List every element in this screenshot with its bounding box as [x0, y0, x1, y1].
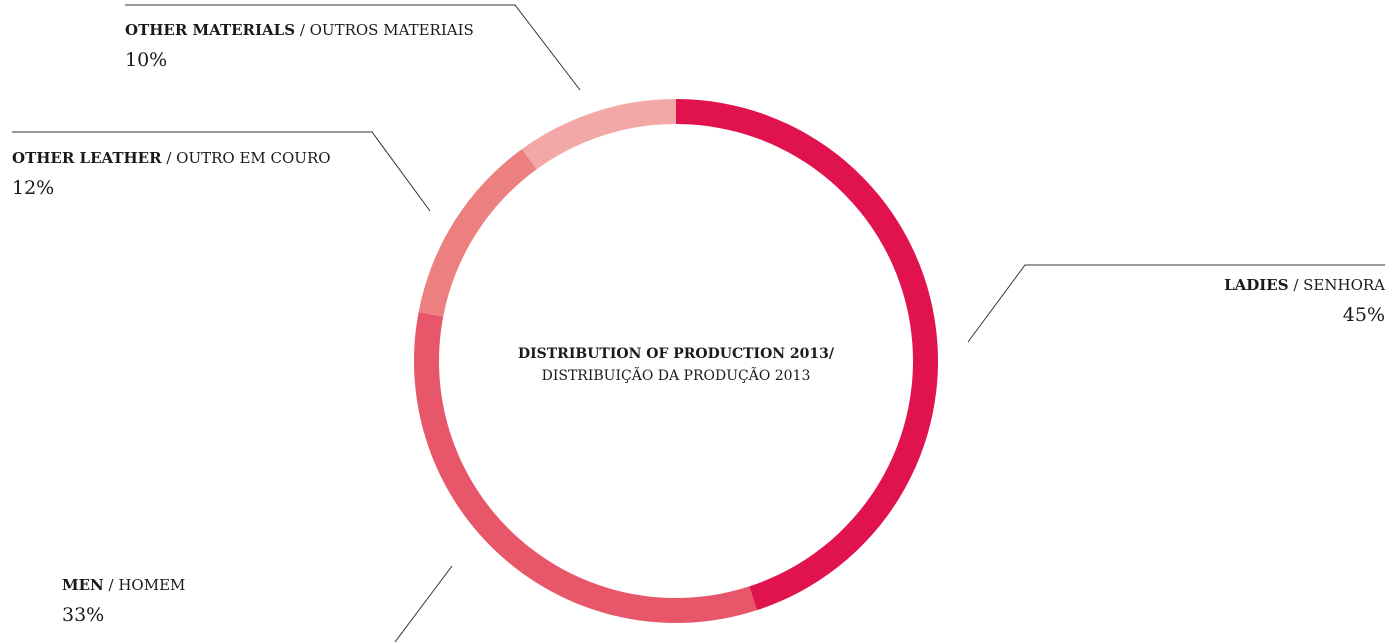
- chart-subtitle: DISTRIBUIÇÃO DA PRODUÇÃO 2013: [542, 366, 811, 384]
- category-label: MEN / HOMEM: [62, 576, 185, 594]
- leader-line: [125, 4, 581, 91]
- donut-segment: [418, 149, 537, 317]
- category-label: OTHER LEATHER / OUTRO EM COURO: [12, 149, 331, 167]
- value-label: 12%: [12, 177, 54, 199]
- donut-segment: [676, 99, 938, 611]
- value-label: 10%: [125, 49, 167, 71]
- leader-line: [967, 264, 1385, 343]
- leader-line: [394, 565, 453, 642]
- value-label: 33%: [62, 604, 104, 626]
- donut-segment: [414, 311, 757, 623]
- category-label: OTHER MATERIALS / OUTROS MATERIAIS: [125, 21, 474, 39]
- value-label: 45%: [1343, 304, 1385, 326]
- leader-line: [12, 131, 431, 212]
- donut-segment: [522, 99, 676, 170]
- category-label: LADIES / SENHORA: [1224, 276, 1385, 294]
- chart-title: DISTRIBUTION OF PRODUCTION 2013/: [518, 346, 835, 362]
